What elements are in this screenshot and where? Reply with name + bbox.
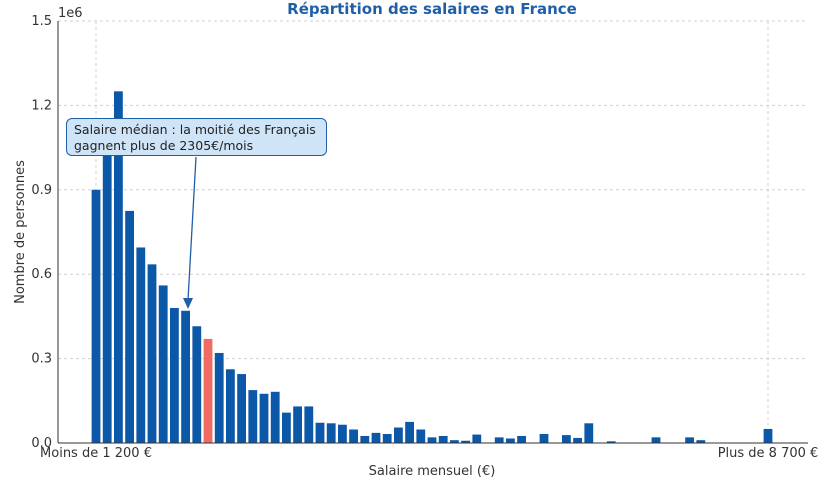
bar	[517, 435, 526, 443]
bar	[494, 437, 504, 443]
y-tick-label: 0.3	[31, 352, 52, 367]
bar	[606, 441, 616, 443]
bar	[338, 424, 347, 443]
bar	[472, 434, 482, 443]
y-tick-label: 0.0	[31, 436, 52, 451]
bar	[237, 374, 246, 443]
chart-title: Répartition des salaires en France	[287, 0, 577, 18]
annotation-line-1: Salaire médian : la moitié des Français	[74, 122, 316, 137]
annotation-line-2: gagnent plus de 2305€/mois	[74, 138, 254, 153]
y-tick-label: 1.5	[31, 14, 52, 29]
bar	[147, 264, 157, 443]
bar	[394, 427, 403, 443]
bar	[360, 435, 370, 443]
bar	[685, 437, 694, 443]
bar	[438, 435, 448, 443]
bar	[506, 438, 515, 443]
bar	[293, 406, 302, 443]
y-tick-label: 0.6	[31, 267, 52, 282]
y-tick-label: 1.2	[31, 98, 52, 113]
bar	[427, 437, 437, 443]
bar	[573, 437, 582, 443]
x-tick-label-max: Plus de 8 700 €	[718, 446, 819, 461]
bar	[158, 285, 168, 443]
annotation-arrow	[187, 156, 197, 301]
bars	[91, 91, 773, 443]
bar	[696, 440, 706, 443]
bar	[136, 247, 146, 443]
bar	[102, 153, 112, 443]
bar	[248, 390, 258, 443]
y-tick-label: 0.9	[31, 183, 52, 198]
x-tick-label-min: Moins de 1 200 €	[40, 446, 152, 461]
bar	[214, 352, 224, 443]
median-bar	[203, 338, 213, 443]
bar	[192, 326, 202, 443]
bar	[304, 406, 314, 443]
y-axis-label: Nombre de personnes	[13, 160, 28, 304]
bar	[259, 393, 269, 443]
bar	[282, 412, 291, 443]
annotation-arrowhead	[183, 298, 193, 309]
bar	[125, 210, 134, 443]
axes	[57, 21, 808, 444]
bar	[416, 429, 426, 443]
bar	[181, 310, 190, 443]
y-tick-labels: 0.0 0.3 0.6 0.9 1.2 1.5	[31, 14, 52, 451]
bar	[371, 432, 381, 443]
bar	[270, 391, 280, 443]
bar	[382, 433, 392, 443]
x-axis-label: Salaire mensuel (€)	[369, 464, 496, 479]
bar	[326, 423, 336, 443]
bar	[349, 429, 358, 443]
bar	[226, 369, 235, 443]
bar	[170, 307, 179, 443]
y-scale-label: 1e6	[58, 6, 83, 21]
bar	[539, 433, 549, 443]
bar	[91, 189, 101, 443]
bar	[405, 421, 414, 443]
bar	[763, 428, 773, 443]
median-annotation: Salaire médian : la moitié des Français …	[66, 118, 327, 156]
bar	[584, 423, 594, 443]
bar	[114, 91, 123, 443]
bar	[461, 440, 470, 443]
bar	[450, 440, 459, 443]
bar	[562, 435, 571, 443]
bar	[315, 422, 325, 443]
bar	[651, 437, 661, 443]
